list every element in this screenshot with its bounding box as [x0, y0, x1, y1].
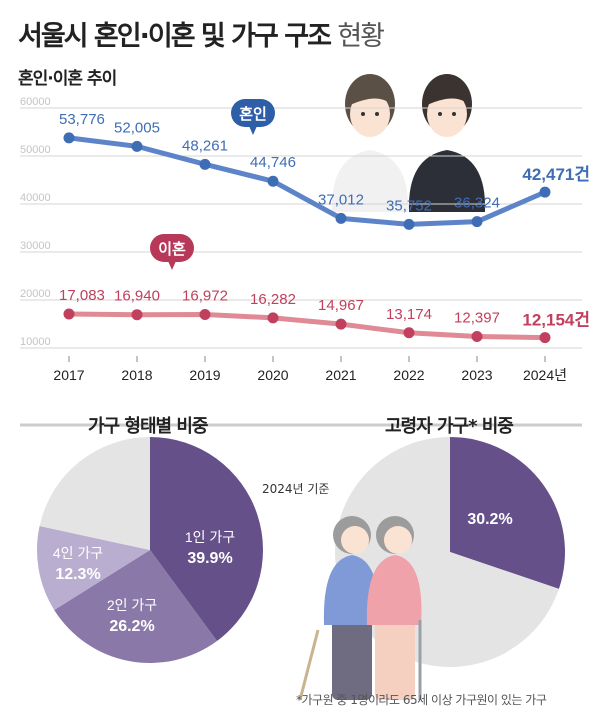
data-point [539, 332, 551, 344]
bride-illustration-eye [375, 112, 379, 116]
data-point [267, 312, 279, 324]
pie1-slice-value: 39.9% [187, 550, 232, 567]
pie1-slice-label: 4인 가구 [53, 545, 103, 561]
x-tick-label: 2019 [189, 367, 220, 383]
data-label: 53,776 [59, 111, 105, 128]
bride-illustration-eye [361, 112, 365, 116]
cane-icon [298, 629, 320, 701]
y-tick-label: 30000 [20, 240, 51, 252]
x-tick-label: 2018 [121, 367, 152, 383]
groom-illustration [408, 74, 486, 212]
x-tick-label: 2020 [257, 367, 288, 383]
data-label: 37,012 [318, 191, 364, 208]
pie2-slice-value: 30.2% [467, 511, 512, 528]
legend-bubble-marriage-text: 혼인 [239, 105, 267, 123]
data-label: 12,154건 [522, 311, 590, 330]
line-chart-title: 혼인·이혼 추이 [18, 69, 117, 89]
data-point [403, 327, 415, 339]
data-label: 16,940 [114, 288, 160, 305]
x-tick-label: 2021 [325, 367, 356, 383]
data-point [335, 212, 347, 224]
groom-illustration-eye [438, 112, 442, 116]
data-label: 35,752 [386, 197, 432, 214]
elderly-woman-illustration-face [384, 526, 412, 554]
title-main: 서울시 혼인·이혼 및 가구 구조 [18, 21, 332, 52]
title-light: 현황 [337, 21, 385, 52]
series-line-이혼 [68, 311, 546, 341]
footnote: *가구원 중 1명이라도 65세 이상 가구원이 있는 가구 [296, 693, 547, 707]
y-tick-label: 50000 [20, 144, 51, 156]
elderly-woman-illustration-body [366, 555, 422, 625]
data-point [471, 216, 483, 228]
data-point [335, 318, 347, 330]
elderly-man-illustration-legs [332, 610, 372, 700]
pie1-slice-value: 12.3% [55, 566, 100, 583]
data-label: 48,261 [182, 137, 228, 154]
data-label: 16,282 [250, 291, 296, 308]
elderly-woman-illustration [366, 516, 422, 700]
data-point [539, 186, 551, 198]
bride-illustration-fringe [346, 87, 394, 107]
y-tick-label: 10000 [20, 336, 51, 348]
x-tick-label: 2017 [53, 367, 84, 383]
y-tick-label: 40000 [20, 192, 51, 204]
data-label: 14,967 [318, 297, 364, 314]
data-point [199, 158, 211, 170]
groom-illustration-eye [452, 112, 456, 116]
basis-note: 2024년 기준 [262, 482, 330, 496]
bride-illustration-body [331, 150, 409, 212]
data-label: 13,174 [386, 306, 432, 323]
data-point [131, 140, 143, 152]
elderly-man-illustration [323, 516, 379, 700]
pie1-title: 가구 형태별 비중 [88, 416, 208, 437]
pie1-slice [39, 437, 150, 550]
pie1-slice-label: 1인 가구 [185, 529, 235, 545]
elderly-man-illustration-face [341, 526, 369, 554]
data-label: 52,005 [114, 119, 160, 136]
x-tick-label: 2023 [461, 367, 492, 383]
data-point [267, 175, 279, 187]
data-label: 16,972 [182, 288, 228, 305]
groom-illustration-fringe [423, 87, 471, 107]
data-label: 36,324 [454, 195, 500, 212]
data-point [63, 308, 75, 320]
x-tick-label: 2022 [393, 367, 424, 383]
data-label: 44,746 [250, 154, 296, 171]
page-title: 서울시 혼인·이혼 및 가구 구조 현황 [18, 14, 385, 53]
pie1-slice [150, 437, 263, 641]
pie1-slice-label: 2인 가구 [107, 597, 157, 613]
legend-bubble-marriage-tail [249, 126, 257, 135]
groom-illustration-face [427, 91, 467, 137]
pie2-slice [450, 437, 566, 589]
pie1-slice [54, 550, 217, 663]
y-tick-label: 60000 [20, 96, 51, 108]
elderly-woman-illustration-legs [375, 610, 415, 700]
data-point [63, 132, 75, 144]
legend-bubble-marriage [231, 99, 275, 127]
data-label: 17,083 [59, 287, 105, 304]
legend-bubble-divorce-tail [168, 261, 176, 270]
x-tick-label: 2024년 [523, 367, 567, 383]
pie1-slice [37, 526, 150, 610]
data-label: 42,471건 [522, 165, 590, 184]
elderly-man-illustration-body [323, 555, 379, 625]
data-point [199, 309, 211, 321]
data-point [131, 309, 143, 321]
bride-illustration [331, 74, 409, 212]
data-point [403, 218, 415, 230]
y-tick-label: 20000 [20, 288, 51, 300]
legend-bubble-divorce-text: 이혼 [158, 241, 186, 258]
data-point [471, 330, 483, 342]
pie1-slice-value: 26.2% [109, 618, 154, 635]
series-line-혼인 [68, 135, 546, 227]
data-label: 12,397 [454, 309, 500, 326]
bride-illustration-face [350, 91, 390, 137]
groom-illustration-body [408, 150, 486, 212]
pie2-title: 고령자 가구* 비중 [385, 416, 514, 437]
legend-bubble-divorce [150, 234, 194, 262]
